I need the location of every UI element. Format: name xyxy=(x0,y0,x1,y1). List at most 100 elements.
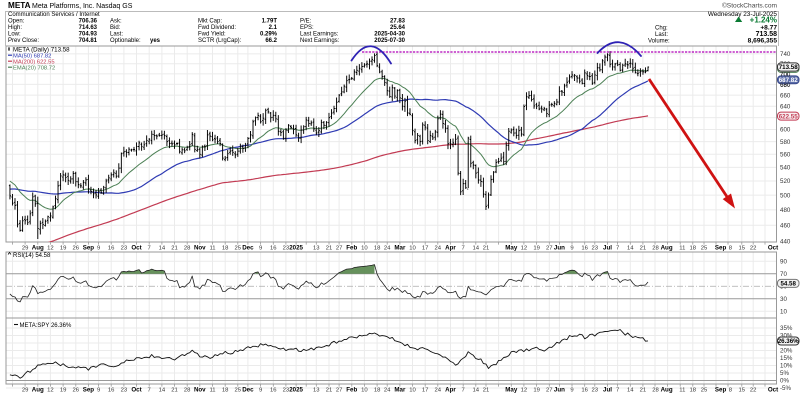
svg-text:21: 21 xyxy=(483,388,490,394)
svg-text:23: 23 xyxy=(283,388,290,394)
svg-text:24: 24 xyxy=(384,246,391,252)
svg-text:18: 18 xyxy=(222,246,229,252)
svg-text:May: May xyxy=(505,245,518,252)
svg-text:713.58: 713.58 xyxy=(779,64,798,71)
svg-text:27: 27 xyxy=(336,246,343,252)
svg-text:23: 23 xyxy=(592,388,599,394)
svg-text:Apr: Apr xyxy=(445,245,456,252)
svg-text:16: 16 xyxy=(581,388,588,394)
svg-text:18: 18 xyxy=(690,388,697,394)
svg-text:Communication Services / Inter: Communication Services / Internet xyxy=(8,12,100,18)
svg-text:23: 23 xyxy=(121,246,128,252)
svg-text:580: 580 xyxy=(780,139,791,146)
svg-text:460: 460 xyxy=(780,222,791,229)
svg-text:24: 24 xyxy=(435,246,442,252)
svg-text:Next Earnings:: Next Earnings: xyxy=(300,38,340,44)
svg-text:2025: 2025 xyxy=(289,245,303,252)
svg-text:7: 7 xyxy=(616,246,619,252)
svg-text:7: 7 xyxy=(462,246,465,252)
svg-text:11: 11 xyxy=(209,246,215,252)
svg-text:500: 500 xyxy=(780,192,791,199)
svg-text:Oct: Oct xyxy=(131,245,141,252)
svg-text:2.1: 2.1 xyxy=(269,25,278,31)
svg-text:11: 11 xyxy=(209,388,215,394)
svg-text:7: 7 xyxy=(148,246,151,252)
svg-text:21: 21 xyxy=(483,246,490,252)
svg-text:706.36: 706.36 xyxy=(79,18,98,24)
svg-text:21: 21 xyxy=(326,388,333,394)
svg-text:9: 9 xyxy=(97,388,100,394)
svg-text:15%: 15% xyxy=(780,355,793,362)
svg-text:2025-04-30: 2025-04-30 xyxy=(374,32,405,38)
svg-text:16: 16 xyxy=(108,246,115,252)
svg-text:29: 29 xyxy=(22,246,29,252)
svg-text:9: 9 xyxy=(97,246,100,252)
svg-text:28: 28 xyxy=(184,246,191,252)
svg-text:Mar: Mar xyxy=(394,245,406,252)
svg-text:28: 28 xyxy=(652,388,659,394)
svg-text:8,696,355: 8,696,355 xyxy=(748,38,778,45)
svg-text:7: 7 xyxy=(148,388,151,394)
svg-text:520: 520 xyxy=(780,178,791,185)
svg-text:10: 10 xyxy=(361,388,368,394)
svg-text:27: 27 xyxy=(336,388,343,394)
svg-text:Nov: Nov xyxy=(194,387,206,394)
svg-text:23: 23 xyxy=(592,246,599,252)
svg-text:25: 25 xyxy=(235,246,242,252)
svg-text:10: 10 xyxy=(361,246,368,252)
svg-text:Nov: Nov xyxy=(194,245,206,252)
svg-text:687.82: 687.82 xyxy=(779,77,798,84)
svg-text:Oct: Oct xyxy=(768,245,778,252)
svg-text:META:SPY 26.36%: META:SPY 26.36% xyxy=(20,323,72,329)
svg-text:9: 9 xyxy=(570,388,573,394)
svg-text:35%: 35% xyxy=(780,325,793,332)
svg-text:Aug: Aug xyxy=(32,387,44,394)
svg-text:26: 26 xyxy=(73,246,80,252)
svg-text:66.2: 66.2 xyxy=(265,38,277,44)
svg-text:1.79T: 1.79T xyxy=(262,18,278,24)
svg-text:11: 11 xyxy=(679,388,685,394)
svg-text:28: 28 xyxy=(184,388,191,394)
svg-text:2025-07-30: 2025-07-30 xyxy=(374,38,405,44)
svg-text:18: 18 xyxy=(690,246,697,252)
svg-text:10: 10 xyxy=(780,308,787,315)
svg-text:660: 660 xyxy=(780,92,791,99)
svg-text:70: 70 xyxy=(780,271,787,278)
svg-text:10: 10 xyxy=(409,246,416,252)
svg-text:18: 18 xyxy=(374,246,381,252)
svg-text:27: 27 xyxy=(546,246,553,252)
svg-text:Sep: Sep xyxy=(83,245,95,252)
svg-text:Optionable:: Optionable: xyxy=(110,38,141,44)
svg-text:680: 680 xyxy=(780,82,791,89)
svg-text:13: 13 xyxy=(313,246,320,252)
svg-text:Fwd Yield:: Fwd Yield: xyxy=(198,32,226,38)
svg-text:12: 12 xyxy=(521,388,528,394)
svg-text:META: META xyxy=(8,1,31,10)
svg-text:Ask:: Ask: xyxy=(110,18,122,24)
svg-text:27.83: 27.83 xyxy=(390,18,406,24)
svg-text:Wednesday 23-Jul-2025: Wednesday 23-Jul-2025 xyxy=(708,11,778,18)
svg-text:13: 13 xyxy=(313,388,320,394)
svg-text:28: 28 xyxy=(652,246,659,252)
svg-text:9: 9 xyxy=(570,246,573,252)
svg-text:27: 27 xyxy=(546,388,553,394)
svg-text:Dec: Dec xyxy=(242,245,254,252)
svg-text:12: 12 xyxy=(521,246,528,252)
svg-text:11: 11 xyxy=(679,246,685,252)
svg-text:Oct: Oct xyxy=(768,387,778,394)
svg-text:680: 680 xyxy=(780,82,791,89)
svg-text:Low:: Low: xyxy=(8,32,21,38)
svg-text:21: 21 xyxy=(171,388,178,394)
svg-text:RSI(14) 54.58: RSI(14) 54.58 xyxy=(13,253,51,259)
svg-text:704.81: 704.81 xyxy=(79,38,98,44)
svg-text:5%: 5% xyxy=(780,370,789,377)
svg-text:Bid:: Bid: xyxy=(110,25,121,31)
svg-text:600: 600 xyxy=(780,127,791,134)
svg-text:Aug: Aug xyxy=(32,245,44,252)
svg-text:Prev Close:: Prev Close: xyxy=(8,38,39,44)
svg-text:Jun: Jun xyxy=(554,387,565,394)
svg-text:Jul: Jul xyxy=(603,245,612,252)
svg-text:20%: 20% xyxy=(780,348,793,355)
svg-text:May: May xyxy=(505,387,518,394)
svg-text:+1.24%: +1.24% xyxy=(750,16,777,25)
